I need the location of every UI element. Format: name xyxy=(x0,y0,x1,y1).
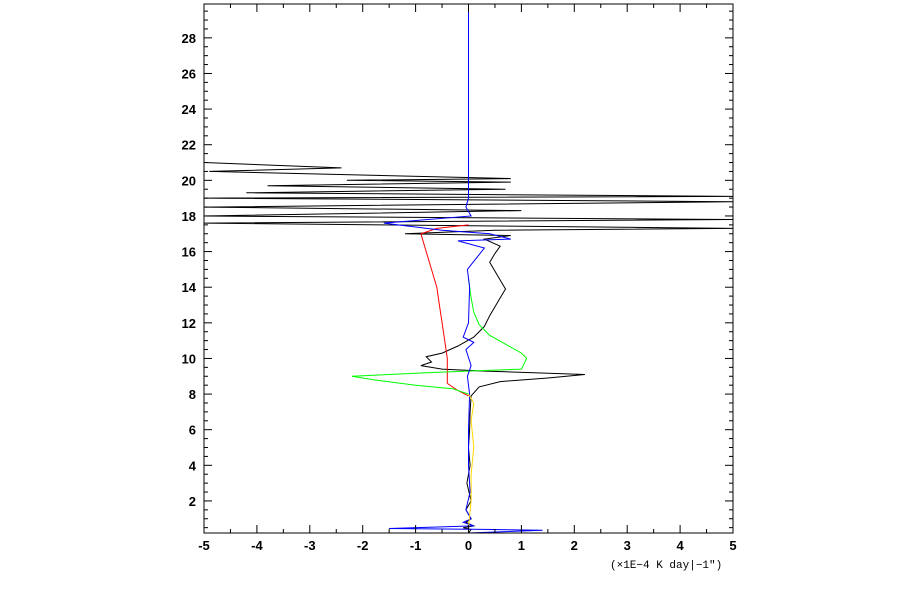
y-tick-label: 14 xyxy=(182,280,197,295)
x-tick-label: 3 xyxy=(624,538,631,553)
series-line-4 xyxy=(383,4,543,533)
x-tick-label: -1 xyxy=(410,538,422,553)
ticks-layer xyxy=(203,4,734,533)
x-unit-label: (×1E−4 K day|−1") xyxy=(610,560,722,572)
x-tick-label: 1 xyxy=(518,538,525,553)
y-tick-label: 16 xyxy=(182,245,196,260)
y-tick-label: 12 xyxy=(182,316,196,331)
y-tick-label: 6 xyxy=(189,423,196,438)
x-tick-label: 2 xyxy=(571,538,578,553)
series-line-3 xyxy=(352,278,528,395)
y-tick-label: 26 xyxy=(182,66,196,81)
y-tick-label: 4 xyxy=(189,458,197,473)
y-tick-label: 20 xyxy=(182,173,196,188)
x-tick-label: 0 xyxy=(465,538,472,553)
series-line-2 xyxy=(420,224,469,397)
y-tick-label: 10 xyxy=(182,351,196,366)
x-tick-label: 4 xyxy=(676,538,684,553)
series-line-5 xyxy=(468,393,475,528)
x-tick-label: -2 xyxy=(357,538,369,553)
series-layer xyxy=(204,4,733,533)
y-tick-label: 28 xyxy=(182,31,196,46)
y-tick-label: 18 xyxy=(182,209,196,224)
y-tick-label: 24 xyxy=(182,102,197,117)
y-tick-label: 2 xyxy=(189,494,196,509)
y-tick-label: 8 xyxy=(189,387,196,402)
x-tick-label: -4 xyxy=(251,538,263,553)
y-tick-label: 22 xyxy=(182,138,196,153)
x-tick-label: -3 xyxy=(304,538,316,553)
x-tick-label: 5 xyxy=(729,538,736,553)
x-tick-label: -5 xyxy=(198,538,210,553)
